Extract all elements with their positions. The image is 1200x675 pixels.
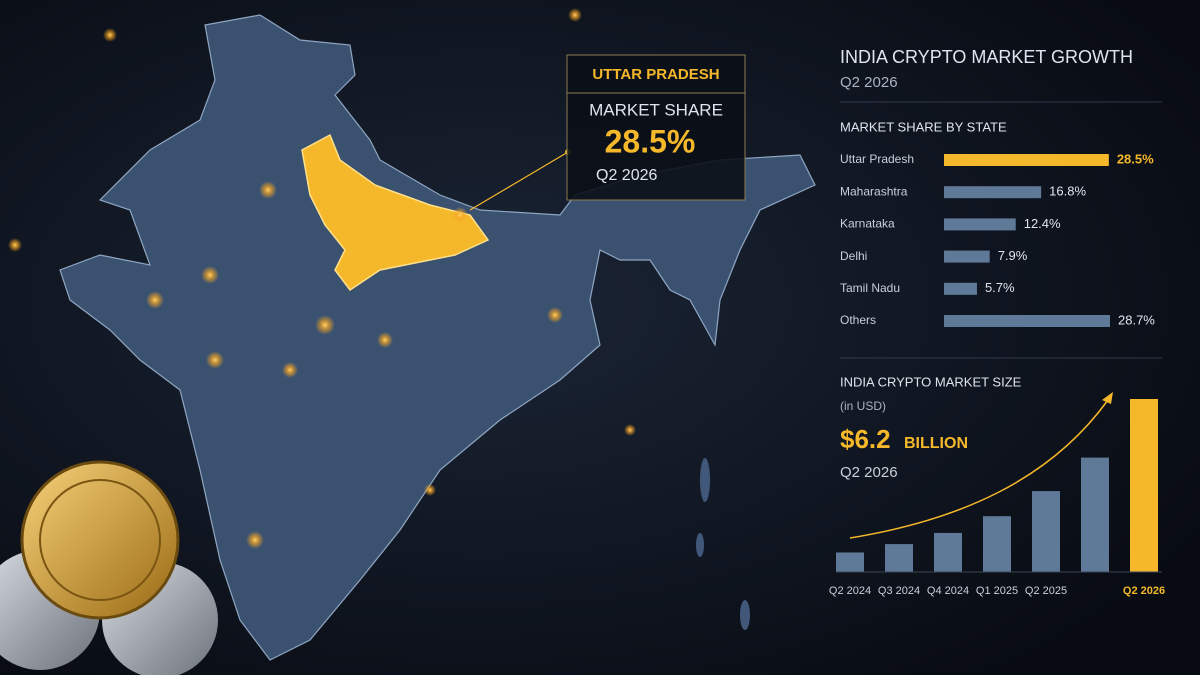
headline-period: Q2 2026: [840, 464, 898, 481]
callout-label: MARKET SHARE: [589, 100, 723, 119]
value-label: 5.7%: [985, 280, 1015, 295]
headline-unit: BILLION: [904, 435, 968, 452]
bar: [1130, 399, 1158, 572]
x-tick-label: Q3 2024: [878, 585, 920, 597]
value-label: 28.5%: [1117, 151, 1154, 166]
glow-dot: [146, 291, 164, 309]
bar: [944, 154, 1109, 166]
glow-dot: [282, 362, 298, 378]
x-tick-label: Q2 2026: [1123, 585, 1165, 597]
bar: [836, 552, 864, 572]
glow-dot: [452, 207, 468, 223]
value-label: 7.9%: [998, 248, 1028, 263]
glow-dot: [103, 28, 117, 42]
bar: [944, 282, 977, 295]
chart-subtitle: (in USD): [840, 399, 886, 413]
bar: [983, 516, 1011, 572]
glow-dot: [315, 315, 335, 335]
x-tick-label: Q1 2025: [976, 585, 1018, 597]
bar: [885, 544, 913, 572]
islands: [696, 458, 750, 630]
callout-period: Q2 2026: [596, 167, 657, 184]
glow-dots: [8, 8, 636, 549]
page-title: INDIA CRYPTO MARKET GROWTH: [840, 47, 1133, 67]
category-label: Karnataka: [840, 217, 895, 231]
map: [8, 8, 816, 661]
category-label: Others: [840, 313, 876, 327]
bar: [934, 532, 962, 572]
category-label: Maharashtra: [840, 184, 908, 198]
glow-dot: [206, 351, 224, 369]
island: [696, 533, 704, 557]
glow-dot: [259, 181, 277, 199]
x-tick-label: Q2 2025: [1025, 585, 1067, 597]
value-label: 16.8%: [1049, 184, 1086, 199]
bar: [1081, 457, 1109, 572]
headline-value: $6.2: [840, 424, 891, 454]
chart-title: INDIA CRYPTO MARKET SIZE: [840, 374, 1022, 389]
bar: [944, 315, 1110, 327]
x-tick-label: Q2 2024: [829, 585, 871, 597]
growth-arrow: [849, 399, 1109, 539]
page-subtitle: Q2 2026: [840, 74, 898, 91]
glow-dot: [568, 8, 582, 22]
arrow-head: [1102, 392, 1113, 404]
uttar-pradesh: [301, 133, 490, 292]
bar: [944, 250, 990, 263]
callout-value: 28.5%: [605, 123, 696, 159]
callout-state: UTTAR PRADESH: [592, 66, 719, 83]
glow-dot: [547, 307, 563, 323]
coin: [20, 460, 180, 620]
glow-dot: [624, 424, 636, 436]
callout-box: [566, 54, 746, 201]
island: [740, 600, 750, 630]
value-label: 28.7%: [1118, 312, 1155, 327]
glow-dot: [424, 484, 436, 496]
callout-leader: [469, 151, 569, 211]
glow-dot: [377, 332, 393, 348]
category-label: Uttar Pradesh: [840, 152, 914, 166]
island: [700, 458, 710, 502]
bar: [944, 186, 1042, 199]
coin-ring: [39, 479, 161, 601]
category-label: Tamil Nadu: [840, 281, 900, 295]
chart-title: MARKET SHARE BY STATE: [840, 119, 1007, 134]
bar: [944, 218, 1016, 231]
bar: [1032, 491, 1060, 572]
glow-dot: [246, 531, 264, 549]
value-label: 12.4%: [1024, 216, 1061, 231]
category-label: Delhi: [840, 249, 867, 263]
india-outline: [59, 14, 816, 661]
glow-dot: [201, 266, 219, 284]
coins: [0, 460, 218, 675]
x-tick-label: Q4 2024: [927, 585, 969, 597]
glow-dot: [8, 238, 22, 252]
